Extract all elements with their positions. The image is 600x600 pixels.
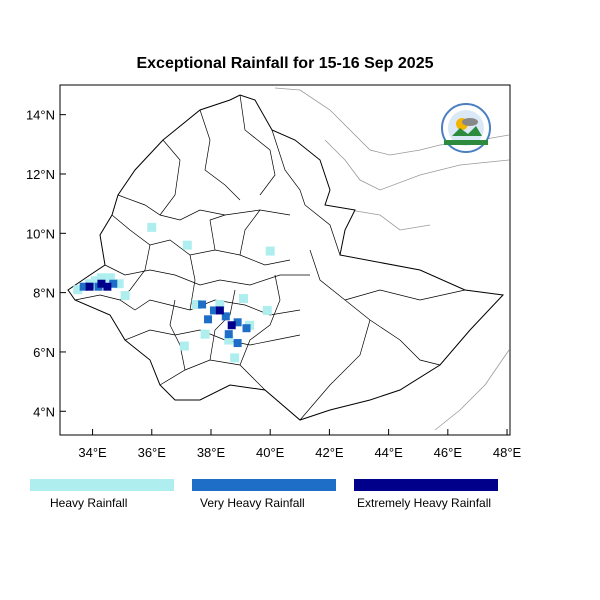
legend-swatch-very-heavy (192, 479, 336, 491)
rainfall-layer (73, 222, 275, 363)
x-tick-label: 40°E (256, 445, 285, 460)
rainfall-cell-heavy (179, 341, 189, 351)
rainfall-cell-heavy (224, 335, 234, 345)
rainfall-cell-heavy (120, 291, 130, 301)
meteorology-agency-logo (441, 103, 491, 153)
admin-line (304, 204, 341, 256)
rainfall-cell-heavy (96, 273, 106, 283)
x-tick-label: 46°E (434, 445, 463, 460)
y-tick-label: 4°N (33, 404, 55, 419)
rainfall-cell-heavy (147, 222, 157, 232)
rainfall-cell-heavy (265, 246, 275, 256)
rainfall-cell-extreme (227, 321, 236, 330)
y-tick-label: 12°N (26, 167, 55, 182)
admin-line (159, 139, 181, 216)
admin-line (199, 109, 241, 201)
rainfall-cell-heavy (73, 285, 83, 295)
rainfall-cell-heavy (230, 353, 240, 363)
rainfall-cell-very-heavy (109, 279, 118, 288)
rainfall-cell-extreme (103, 282, 112, 291)
rainfall-cell-extreme (85, 282, 94, 291)
rainfall-cell-very-heavy (79, 282, 88, 291)
x-tick-label: 48°E (493, 445, 522, 460)
y-tick-label: 14°N (26, 108, 55, 123)
admin-line (239, 274, 281, 366)
admin-line (239, 94, 276, 196)
rainfall-cell-very-heavy (233, 339, 242, 348)
rainfall-cell-very-heavy (242, 324, 251, 333)
x-tick-label: 34°E (78, 445, 107, 460)
admin-boundaries (74, 94, 466, 421)
legend-swatch-extreme (354, 479, 498, 491)
x-tick-label: 44°E (374, 445, 403, 460)
rainfall-cell-heavy (191, 299, 201, 309)
rainfall-cell-heavy (200, 329, 210, 339)
admin-line (104, 264, 310, 286)
admin-line (271, 129, 306, 206)
admin-line (344, 289, 466, 301)
rainfall-cell-heavy (262, 305, 272, 315)
legend-label-extreme: Extremely Heavy Rainfall (357, 496, 492, 510)
admin-line (399, 339, 441, 366)
admin-line (189, 254, 196, 311)
admin-line (117, 194, 291, 221)
rainfall-cell-extreme (97, 279, 106, 288)
admin-line (299, 319, 371, 421)
admin-line (124, 329, 301, 346)
legend-label-heavy: Heavy Rainfall (50, 496, 128, 510)
rainfall-cell-very-heavy (198, 300, 207, 309)
admin-line (209, 214, 226, 251)
rainfall-cell-heavy (215, 299, 225, 309)
x-tick-label: 42°E (315, 445, 344, 460)
legend-swatch-heavy (30, 479, 174, 491)
admin-line (74, 294, 301, 316)
rainfall-cell-very-heavy (209, 306, 218, 315)
legend-label-very-heavy: Very Heavy Rainfall (200, 496, 305, 510)
rainfall-cell-heavy (91, 276, 101, 286)
rainfall-cell-heavy (105, 273, 115, 283)
rainfall-cell-heavy (114, 279, 124, 289)
rainfall-cell-heavy (182, 240, 192, 250)
rainfall-cell-very-heavy (221, 312, 230, 321)
y-tick-label: 8°N (33, 286, 55, 301)
map-title: Exceptional Rainfall for 15-16 Sep 2025 (136, 55, 434, 72)
x-tick-label: 36°E (138, 445, 167, 460)
djibouti-border (349, 209, 431, 231)
rainfall-cell-very-heavy (204, 315, 213, 324)
admin-line (169, 299, 186, 371)
map-frame (59, 84, 511, 436)
y-tick-label: 6°N (33, 345, 55, 360)
y-tick-label: 10°N (26, 226, 55, 241)
ethiopia-boundary (67, 94, 505, 421)
admin-line (239, 209, 261, 256)
rainfall-cell-very-heavy (224, 330, 233, 339)
axis-ticks: 34°E 36°E 38°E 40°E 42°E 44°E 46°E 48°E 4°N 6°N 8°… (26, 108, 522, 460)
admin-line (209, 289, 236, 361)
x-tick-label: 38°E (197, 445, 226, 460)
eritrea-border (324, 139, 510, 191)
rainfall-cell-extreme (215, 306, 224, 315)
ethiopia-outline (67, 94, 505, 421)
somalia-coast (434, 349, 510, 431)
rainfall-cell-heavy (239, 294, 249, 304)
rainfall-cell-very-heavy (233, 318, 242, 327)
